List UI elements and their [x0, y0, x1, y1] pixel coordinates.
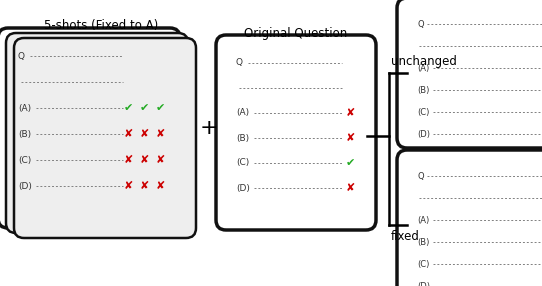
Text: (D): (D) — [18, 182, 32, 190]
FancyBboxPatch shape — [0, 28, 180, 228]
Text: unchanged: unchanged — [391, 55, 457, 67]
FancyBboxPatch shape — [397, 0, 542, 148]
Text: (A): (A) — [417, 63, 429, 72]
Text: ✘: ✘ — [124, 129, 133, 139]
Text: ✘: ✘ — [156, 155, 165, 165]
Text: ✘: ✘ — [345, 133, 354, 143]
Text: Original Question: Original Question — [244, 27, 347, 39]
Text: Q: Q — [18, 51, 25, 61]
Text: ✘: ✘ — [156, 181, 165, 191]
Text: ✘: ✘ — [139, 155, 149, 165]
Text: ✔: ✔ — [139, 103, 149, 113]
Text: ✘: ✘ — [124, 181, 133, 191]
Text: (C): (C) — [417, 259, 429, 269]
Text: (D): (D) — [236, 184, 250, 192]
Text: (A): (A) — [417, 215, 429, 225]
Text: ✘: ✘ — [345, 183, 354, 193]
Text: ✔: ✔ — [345, 158, 354, 168]
Text: ✘: ✘ — [139, 181, 149, 191]
Text: (D): (D) — [417, 130, 430, 138]
Text: (A): (A) — [236, 108, 249, 118]
Text: (A): (A) — [18, 104, 31, 112]
Text: (B): (B) — [417, 237, 429, 247]
Text: (C): (C) — [417, 108, 429, 116]
FancyBboxPatch shape — [397, 150, 542, 286]
Text: ✘: ✘ — [139, 129, 149, 139]
Text: (C): (C) — [236, 158, 249, 168]
Text: (D): (D) — [417, 281, 430, 286]
FancyBboxPatch shape — [14, 38, 196, 238]
FancyBboxPatch shape — [216, 35, 376, 230]
Text: ✘: ✘ — [345, 108, 354, 118]
Text: ✔: ✔ — [156, 103, 165, 113]
Text: (B): (B) — [417, 86, 429, 94]
Text: (B): (B) — [18, 130, 31, 138]
Text: (B): (B) — [236, 134, 249, 142]
Text: ✔: ✔ — [124, 103, 133, 113]
FancyBboxPatch shape — [6, 33, 188, 233]
Text: (C): (C) — [18, 156, 31, 164]
Text: Q: Q — [417, 172, 424, 180]
Text: ✘: ✘ — [124, 155, 133, 165]
Text: fixed: fixed — [391, 231, 420, 243]
Text: ✘: ✘ — [156, 129, 165, 139]
Text: Q: Q — [236, 59, 243, 67]
Text: 5-shots (Fixed to A): 5-shots (Fixed to A) — [44, 19, 158, 33]
Text: Q: Q — [417, 19, 424, 29]
Text: +: + — [199, 118, 218, 138]
